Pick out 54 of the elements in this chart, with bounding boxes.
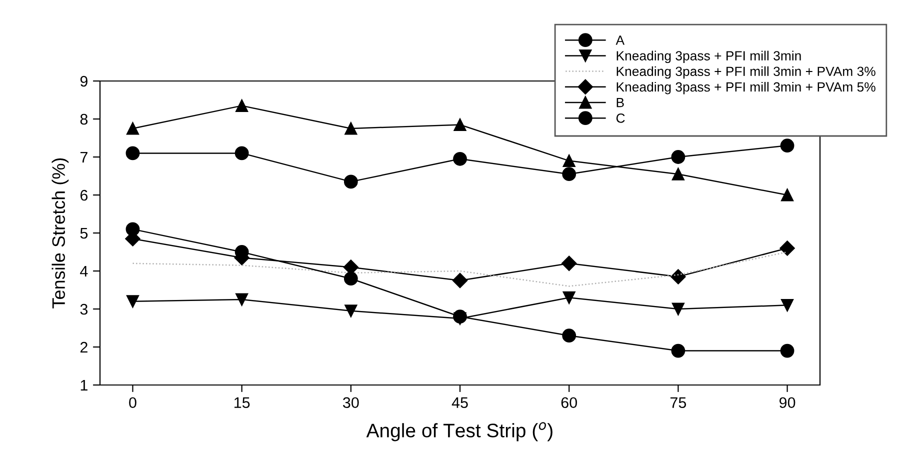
point	[452, 272, 468, 288]
x-tick-label: 45	[452, 397, 468, 408]
point	[453, 152, 467, 166]
y-tick-label: 2	[80, 342, 88, 353]
point	[126, 222, 140, 236]
y-tick-label: 8	[80, 114, 88, 125]
point	[781, 188, 794, 202]
point	[562, 154, 576, 168]
legend-label: C	[616, 113, 625, 123]
point	[234, 146, 249, 160]
y-axis-title: Tensile Stretch (%)	[52, 158, 69, 308]
y-tick-label: 9	[80, 76, 88, 87]
legend-label: Kneading 3pass + PFI mill 3min + PVAm 5%	[616, 82, 876, 94]
y-tick-label: 4	[80, 266, 88, 277]
point	[780, 240, 795, 256]
point	[670, 269, 686, 284]
point	[672, 302, 684, 316]
y-tick-label: 3	[80, 304, 88, 315]
point	[780, 344, 794, 358]
x-tick-label: 90	[779, 397, 796, 408]
point	[671, 150, 686, 164]
point	[236, 99, 248, 112]
x-tick-label: 30	[342, 397, 359, 408]
point	[781, 298, 794, 312]
point	[126, 146, 140, 160]
point	[454, 118, 466, 131]
y-tick-label: 7	[80, 152, 88, 163]
point	[236, 293, 248, 306]
point	[453, 310, 467, 324]
legend-label: A	[616, 36, 625, 45]
legend-label: Kneading 3pass + PFI mill 3min + PVAm 3%	[616, 66, 876, 79]
point	[344, 174, 358, 189]
x-tick-label: 75	[670, 397, 686, 408]
legend-label: B	[616, 98, 624, 108]
y-tick-label: 6	[80, 190, 88, 201]
point	[780, 138, 794, 153]
point	[562, 291, 576, 304]
y-tick-label: 5	[80, 228, 88, 239]
point	[344, 122, 358, 135]
point	[671, 344, 686, 358]
x-axis-title: Angle of Test Strip ($^{o}$)	[366, 422, 552, 442]
legend-label: Kneading 3pass + PFI mill 3min	[616, 50, 801, 64]
point	[562, 328, 576, 343]
point	[344, 272, 358, 286]
x-tick-label: 60	[561, 397, 577, 408]
point	[126, 295, 139, 308]
point	[562, 167, 576, 182]
point	[344, 304, 358, 318]
x-tick-label: 15	[234, 397, 250, 408]
point	[562, 256, 577, 271]
point	[672, 168, 684, 180]
y-tick-label: 1	[80, 380, 88, 391]
x-tick-label: 0	[129, 397, 136, 408]
point	[126, 122, 139, 135]
